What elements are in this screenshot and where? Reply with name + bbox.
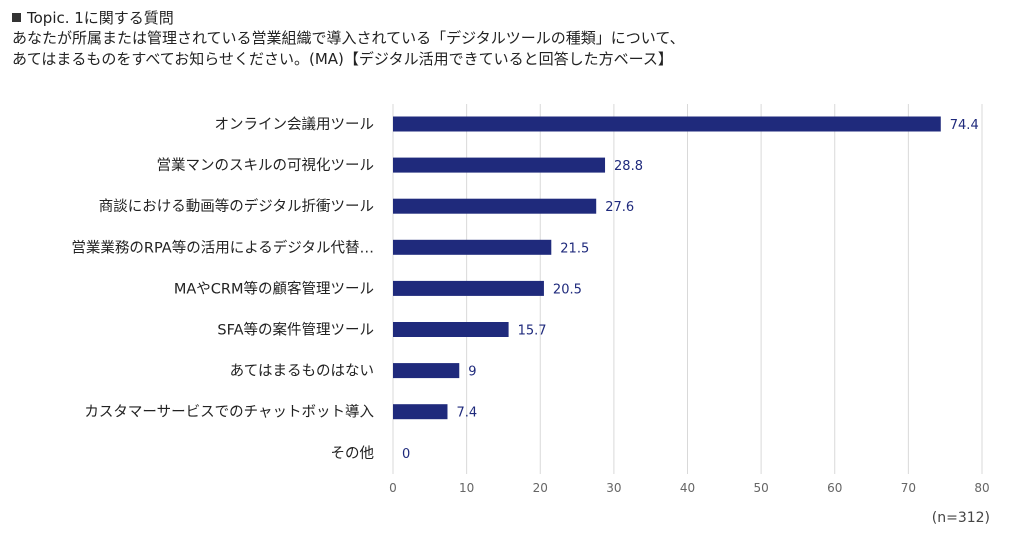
category-label: カスタマーサービスでのチャットボット導入 xyxy=(84,404,374,421)
category-label: 商談における動画等のデジタル折衝ツール xyxy=(99,197,374,215)
x-tick-label: 60 xyxy=(827,481,842,495)
question-line-2: あてはまるものをすべてお知らせください。(MA)【デジタル活用できていると回答し… xyxy=(12,50,673,68)
category-label: その他 xyxy=(331,445,375,462)
bar xyxy=(393,116,941,132)
x-tick-label: 30 xyxy=(606,481,621,495)
bar xyxy=(393,239,552,255)
value-label: 0 xyxy=(402,447,410,462)
sample-size-label: (n=312) xyxy=(931,510,990,526)
bar xyxy=(393,363,460,379)
topic-title-text: Topic. 1に関する質問 xyxy=(27,9,174,27)
category-label: オンライン会議用ツール xyxy=(215,115,375,133)
value-label: 7.4 xyxy=(456,406,477,421)
value-label: 21.5 xyxy=(560,241,589,256)
x-tick-label: 10 xyxy=(459,481,474,495)
category-label: あてはまるものはない xyxy=(230,363,374,380)
x-tick-label: 70 xyxy=(901,481,916,495)
chart-header: Topic. 1に関する質問 あなたが所属または管理されている営業組織で導入され… xyxy=(12,8,1012,70)
x-tick-label: 80 xyxy=(974,481,989,495)
category-label: MAやCRM等の顧客管理ツール xyxy=(174,279,374,297)
square-bullet-icon xyxy=(12,13,21,22)
category-label: 営業業務のRPA等の活用によるデジタル代替… xyxy=(71,238,374,256)
bar xyxy=(393,280,544,296)
value-label: 74.4 xyxy=(950,118,979,133)
value-label: 15.7 xyxy=(518,324,547,339)
x-tick-label: 20 xyxy=(533,481,548,495)
x-tick-label: 40 xyxy=(680,481,695,495)
x-tick-label: 0 xyxy=(389,481,397,495)
bar xyxy=(393,157,606,173)
value-label: 20.5 xyxy=(553,282,582,297)
category-label: SFA等の案件管理ツール xyxy=(217,321,374,339)
value-label: 9 xyxy=(468,365,476,380)
question-line-1: あなたが所属または管理されている営業組織で導入されている「デジタルツールの種類」… xyxy=(12,29,685,47)
topic-title: Topic. 1に関する質問 xyxy=(12,8,1012,28)
bar xyxy=(393,198,597,214)
value-label: 28.8 xyxy=(614,159,643,174)
bar xyxy=(393,322,509,337)
bar xyxy=(393,404,448,420)
category-label: 営業マンのスキルの可視化ツール xyxy=(157,157,375,174)
value-label: 27.6 xyxy=(605,200,634,215)
x-tick-label: 50 xyxy=(753,481,768,495)
